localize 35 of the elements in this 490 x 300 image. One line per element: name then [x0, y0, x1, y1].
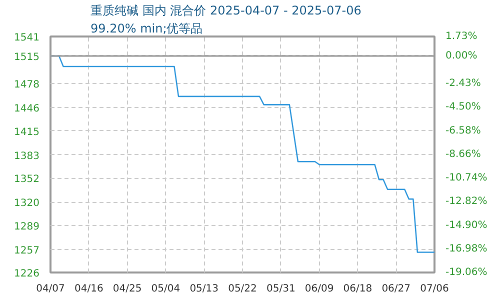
y-tick-label: 1257	[14, 245, 40, 256]
y-tick-label: 1289	[14, 221, 40, 232]
y2-tick-label: -10.74%	[446, 172, 488, 184]
y-tick-label: 1415	[14, 126, 40, 138]
x-tick-label: 04/16	[74, 284, 104, 294]
y2-tick-label: -2.43%	[446, 78, 481, 90]
x-tick-label: 07/06	[420, 284, 449, 294]
y-tick-label: 1446	[14, 104, 40, 115]
y2-tick-label: 1.73%	[446, 31, 478, 42]
y-tick-label: 1515	[14, 52, 40, 63]
y2-tick-label: -14.90%	[446, 220, 488, 231]
x-tick-label: 06/18	[343, 284, 372, 294]
y-tick-label: 1383	[14, 150, 40, 162]
x-tick-label: 06/09	[304, 284, 334, 294]
x-tick-label: 04/25	[112, 284, 142, 294]
y2-tick-label: -4.50%	[446, 102, 481, 113]
y-tick-label: 1541	[14, 32, 40, 44]
x-tick-label: 05/31	[266, 284, 296, 294]
x-tick-label: 04/07	[36, 284, 65, 294]
y-tick-label: 1352	[14, 174, 40, 186]
y2-tick-label: -16.98%	[446, 243, 488, 254]
x-tick-label: 05/13	[190, 284, 219, 294]
x-tick-label: 05/04	[151, 284, 180, 294]
y2-tick-label: -12.82%	[446, 196, 488, 208]
y2-tick-label: -19.06%	[446, 267, 488, 278]
y2-tick-label: -8.66%	[446, 148, 481, 160]
y-tick-label: 1320	[14, 198, 40, 210]
y2-tick-label: 0.00%	[446, 50, 478, 62]
chart-subtitle: 99.20% min;优等品	[90, 22, 203, 36]
y2-tick-label: -6.58%	[446, 125, 481, 136]
x-tick-label: 05/22	[228, 284, 257, 294]
y-tick-label: 1478	[14, 80, 40, 91]
y-tick-label: 1226	[14, 268, 40, 280]
x-tick-label: 06/27	[382, 284, 411, 294]
chart-title: 重质纯碱 国内 混合价 2025-04-07 - 2025-07-06	[90, 4, 362, 18]
